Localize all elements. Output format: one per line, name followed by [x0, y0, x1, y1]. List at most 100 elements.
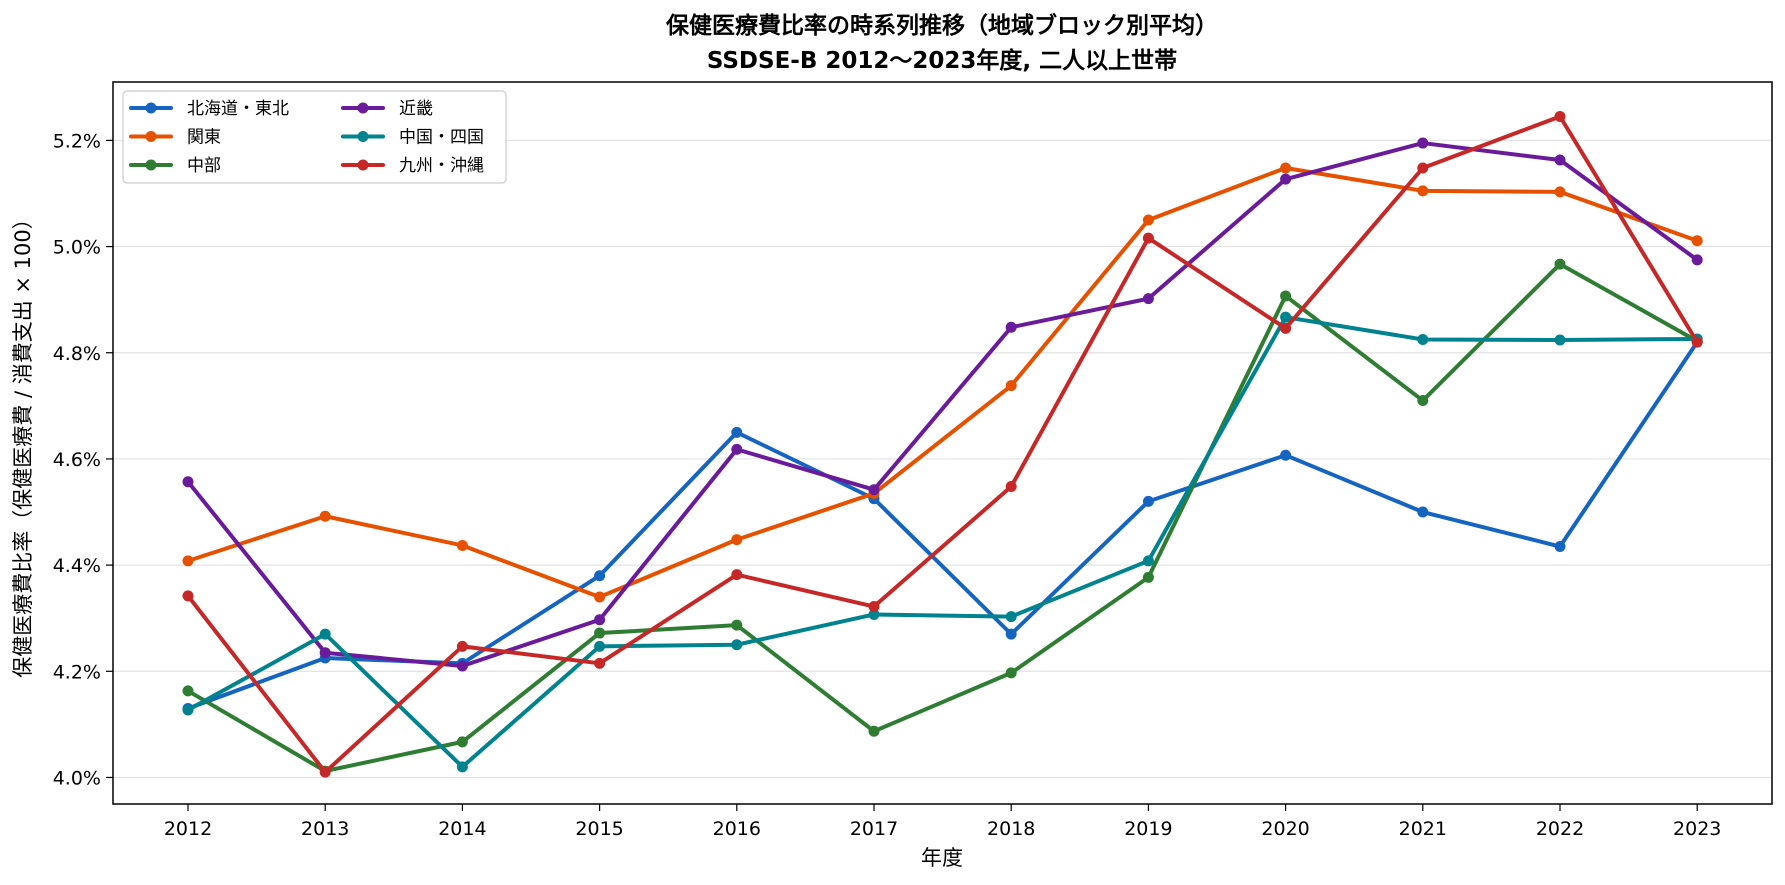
data-point	[319, 510, 331, 522]
data-point	[1280, 173, 1292, 185]
legend-label: 中部	[187, 156, 221, 176]
legend-marker	[357, 131, 369, 142]
data-point	[1280, 449, 1292, 461]
y-tick-label: 5.2%	[53, 130, 101, 152]
plot-frame	[112, 81, 1773, 805]
x-axis: 2012 2013 2014 2015 2016 2017 2018 2019 2020 2021…	[164, 804, 1721, 840]
data-point	[1691, 254, 1703, 266]
data-point	[1142, 571, 1154, 583]
legend-marker	[357, 159, 369, 171]
data-point	[1142, 495, 1154, 507]
data-point	[731, 534, 743, 546]
series-line	[186, 114, 1700, 775]
series-4	[182, 311, 1703, 773]
x-tick-label: 2013	[301, 818, 349, 840]
data-point	[1417, 506, 1429, 518]
data-point	[456, 761, 468, 773]
data-point	[1280, 322, 1292, 334]
data-point	[594, 614, 606, 626]
x-tick-label: 2021	[1399, 818, 1447, 840]
legend-label: 関東	[187, 128, 221, 148]
data-point	[1417, 395, 1429, 407]
chart-title: 保健医療費比率の時系列推移（地域ブロック別平均）	[665, 12, 1218, 39]
series-line	[186, 340, 1700, 711]
legend-item: 中国・四国	[341, 128, 484, 148]
data-point	[1417, 137, 1429, 149]
x-tick-label: 2016	[713, 818, 761, 840]
series-3	[182, 137, 1703, 672]
x-tick-label: 2014	[438, 818, 486, 840]
series-5	[182, 111, 1703, 778]
data-point	[1005, 380, 1017, 392]
data-point	[182, 704, 194, 716]
data-point	[1142, 232, 1154, 244]
chart-subtitle: SSDSE-B 2012〜2023年度, 二人以上世帯	[707, 47, 1177, 74]
x-tick-label: 2020	[1261, 818, 1309, 840]
data-point	[1554, 186, 1566, 198]
legend-marker	[145, 159, 157, 171]
data-point	[594, 627, 606, 639]
data-point	[1554, 258, 1566, 270]
legend-marker	[357, 102, 369, 114]
data-point	[868, 484, 880, 496]
data-point	[1005, 611, 1017, 623]
legend-item: 関東	[129, 128, 221, 148]
data-point	[1005, 321, 1017, 333]
data-point	[731, 639, 743, 651]
series-2	[182, 258, 1703, 777]
data-point	[1005, 667, 1017, 679]
y-tick-label: 4.8%	[53, 343, 101, 365]
data-point	[1280, 290, 1292, 302]
data-point	[731, 619, 743, 631]
data-point	[1554, 541, 1566, 553]
data-point	[1417, 333, 1429, 345]
y-tick-label: 4.0%	[53, 767, 101, 789]
x-tick-label: 2023	[1673, 818, 1721, 840]
data-point	[1417, 185, 1429, 197]
data-point	[182, 555, 194, 567]
y-tick-label: 4.2%	[53, 661, 101, 683]
x-tick-label: 2018	[987, 818, 1035, 840]
y-tick-label: 5.0%	[53, 237, 101, 259]
series-1	[182, 162, 1703, 603]
legend-marker	[145, 102, 157, 114]
data-point	[1554, 111, 1566, 123]
data-point	[456, 660, 468, 672]
legend-item: 中部	[129, 156, 221, 176]
data-point	[1142, 555, 1154, 567]
legend-item: 近畿	[341, 99, 433, 119]
data-point	[456, 640, 468, 652]
series-line	[186, 166, 1700, 599]
data-point	[1142, 293, 1154, 305]
y-axis-label: 保健医療費比率（保健医療費 / 消費支出 × 100）	[11, 208, 35, 677]
data-point	[1005, 481, 1017, 493]
x-axis-label: 年度	[921, 846, 963, 870]
data-point	[182, 476, 194, 488]
data-point	[594, 591, 606, 603]
legend-label: 近畿	[399, 99, 433, 119]
data-point	[1554, 154, 1566, 166]
data-point	[868, 601, 880, 613]
data-point	[319, 766, 331, 778]
legend-item: 九州・沖縄	[341, 156, 484, 176]
series-line	[186, 141, 1700, 668]
x-tick-label: 2019	[1124, 818, 1172, 840]
series-line	[186, 315, 1700, 769]
y-axis: 4.0% 4.2% 4.4% 4.6% 4.8% 5.0% 5.2%	[53, 130, 113, 789]
data-point	[1280, 162, 1292, 174]
data-point	[1142, 214, 1154, 226]
data-point	[731, 426, 743, 438]
data-point	[1554, 334, 1566, 346]
y-tick-label: 4.4%	[53, 555, 101, 577]
x-tick-label: 2017	[850, 818, 898, 840]
data-point	[731, 569, 743, 581]
data-point	[868, 725, 880, 737]
data-point	[868, 608, 880, 620]
grid-lines	[113, 139, 1772, 779]
data-point	[1691, 336, 1703, 348]
data-point	[456, 736, 468, 748]
data-point	[1417, 162, 1429, 174]
